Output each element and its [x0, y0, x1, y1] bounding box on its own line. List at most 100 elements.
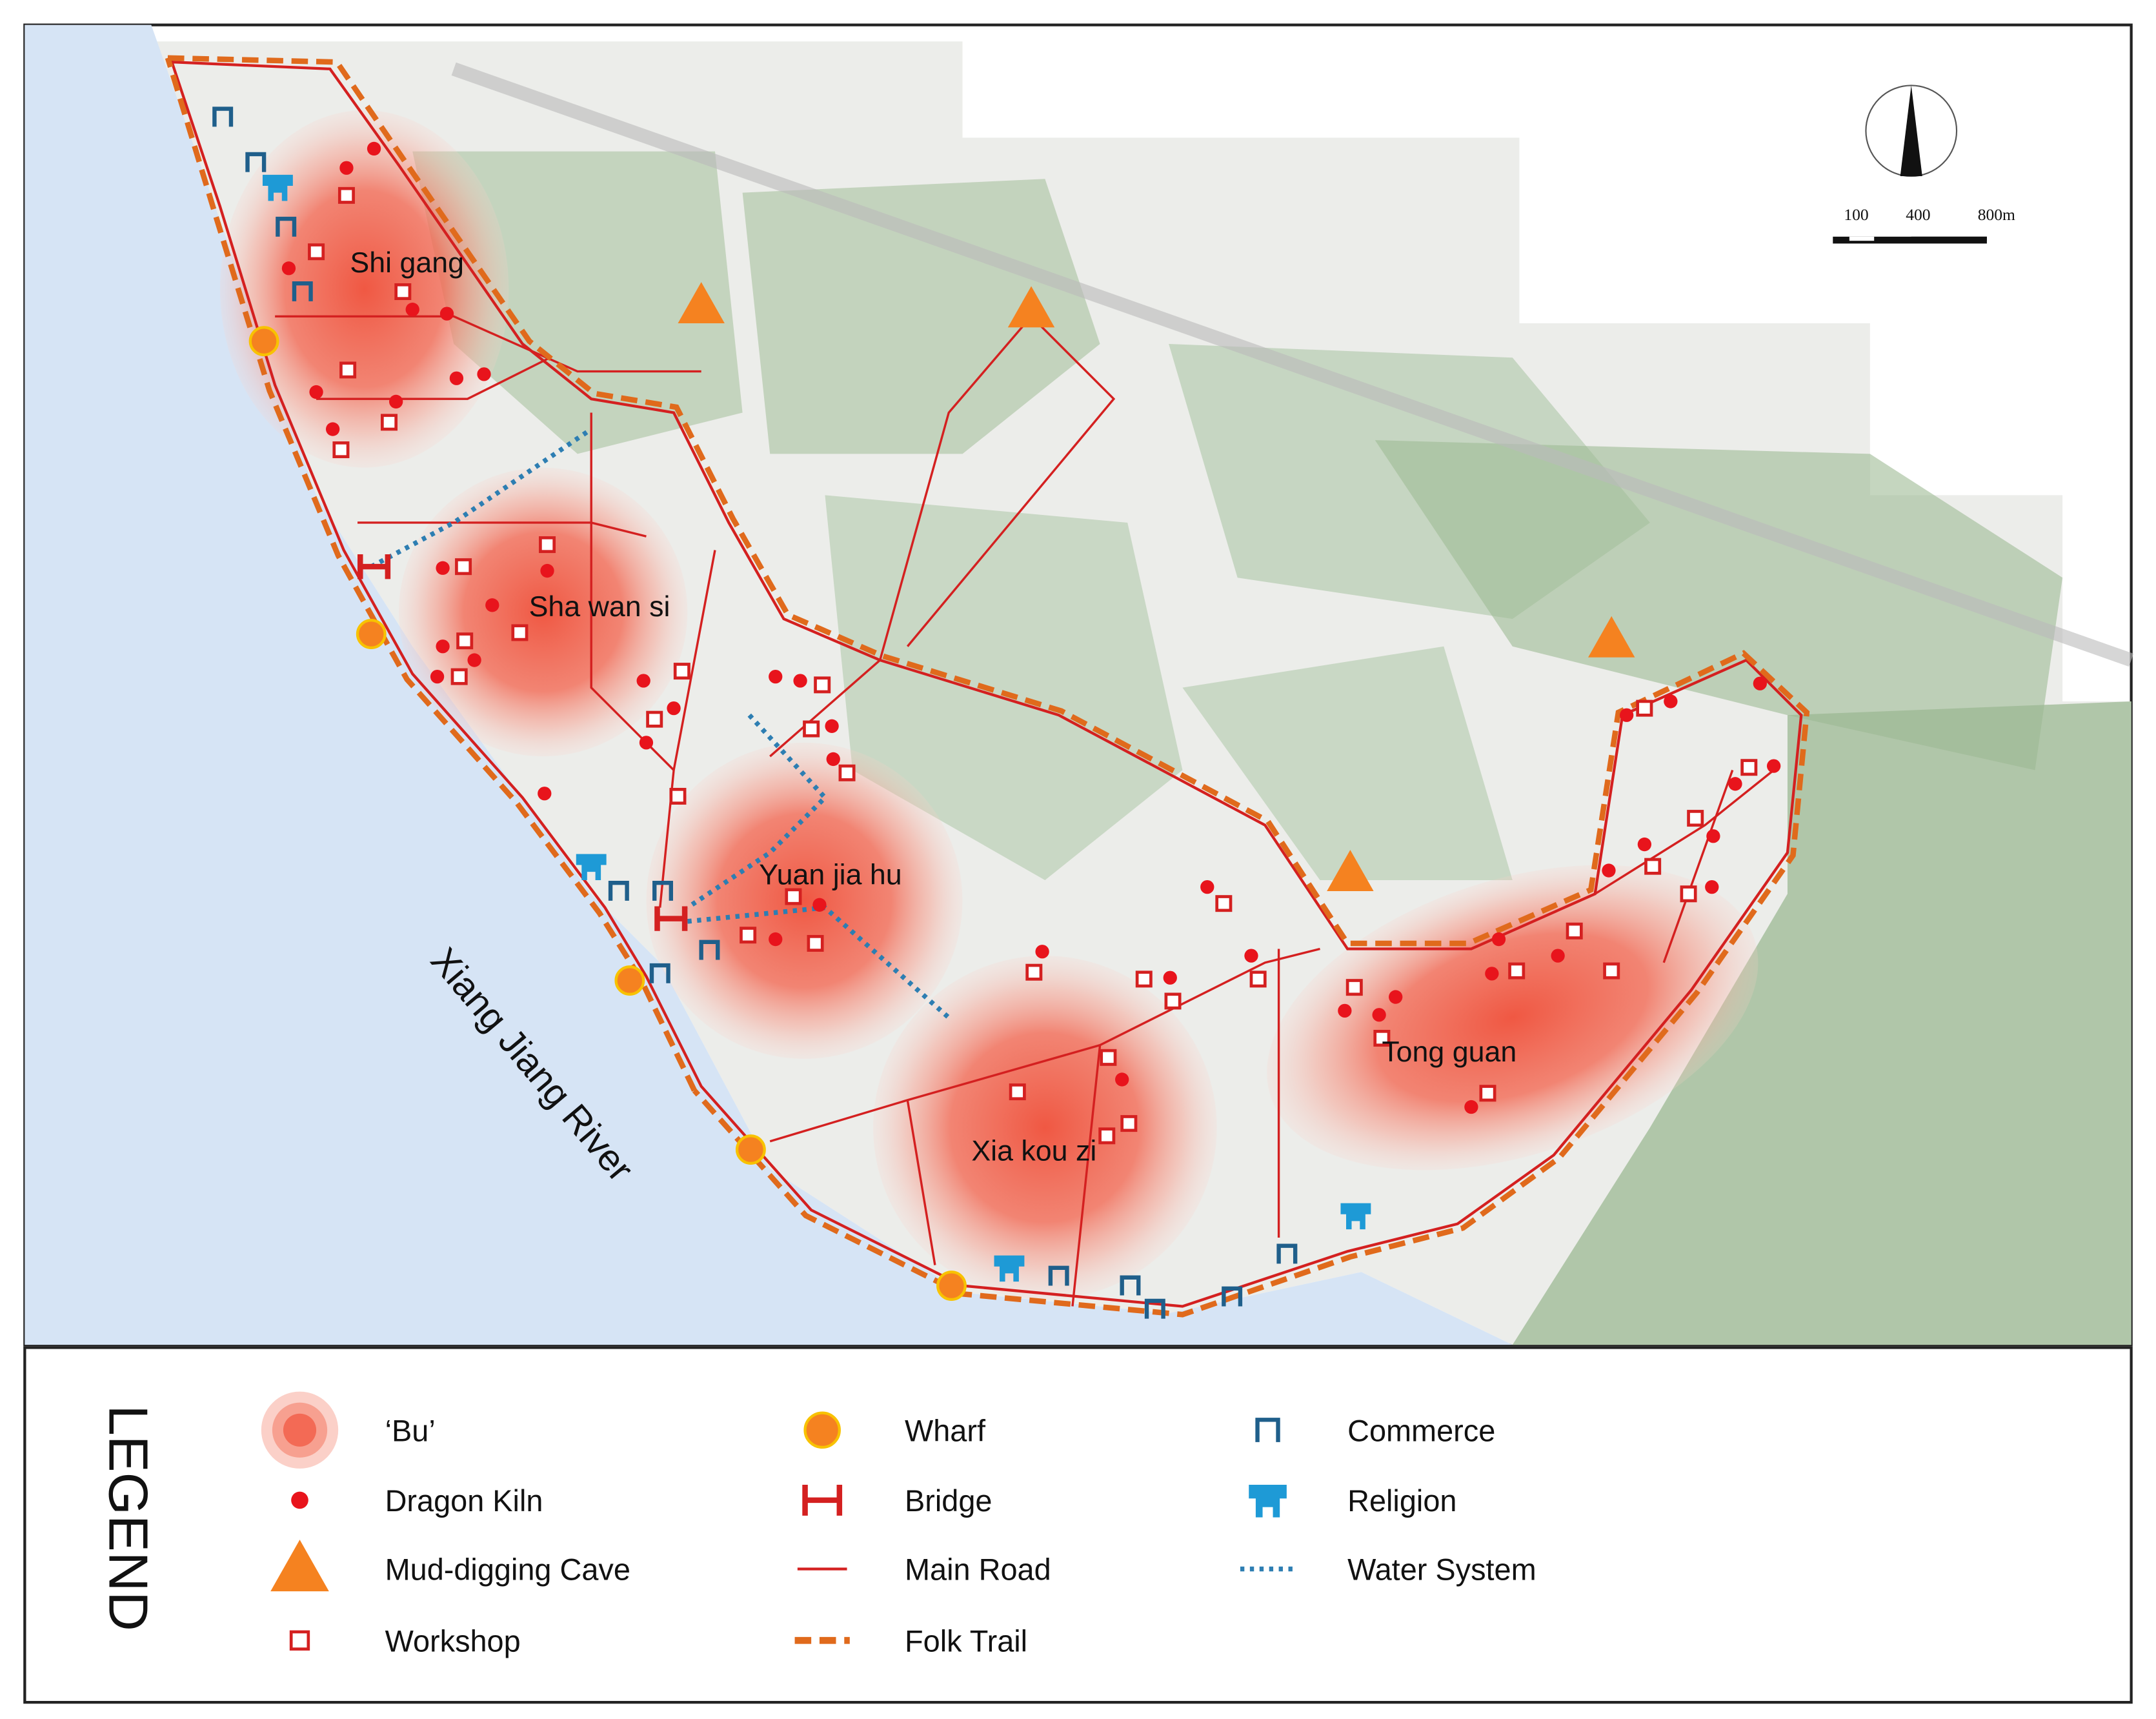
- mud-cave: [1327, 850, 1374, 892]
- commerce: [608, 881, 629, 901]
- dragon-kiln: [439, 307, 454, 321]
- dragon-kiln: [1664, 694, 1678, 709]
- mud-cave: [678, 282, 725, 324]
- dragon-kiln: [325, 422, 340, 436]
- bridge: [357, 554, 391, 579]
- bu-area: [219, 110, 509, 468]
- dragon-kiln: [1637, 837, 1652, 852]
- scale-label: 400: [1906, 205, 1930, 224]
- legend-label: Wharf: [905, 1414, 986, 1447]
- dragon-kiln: [1244, 949, 1258, 963]
- workshop: [1479, 1085, 1496, 1102]
- dragon-kiln: [467, 653, 481, 667]
- workshop: [807, 934, 824, 952]
- dragon-kiln: [1620, 708, 1634, 722]
- workshop: [1249, 970, 1267, 988]
- dragon-kiln: [436, 561, 450, 575]
- commerce: [1144, 1298, 1165, 1319]
- workshop: [1740, 759, 1758, 776]
- dragon-kiln: [388, 394, 403, 409]
- workshop: [1135, 970, 1153, 988]
- dragon-kiln: [477, 367, 491, 381]
- bu-area: [873, 956, 1217, 1300]
- commerce: [1255, 1418, 1280, 1442]
- dragon-kiln: [769, 669, 783, 684]
- workshop: [539, 536, 556, 554]
- dragon-kiln: [1767, 759, 1781, 773]
- workshop: [289, 1630, 310, 1651]
- dragon-kiln: [1602, 863, 1616, 878]
- legend-label: ‘Bu’: [385, 1414, 436, 1447]
- workshop: [1215, 895, 1233, 912]
- commerce: [652, 881, 673, 901]
- workshop: [308, 243, 325, 261]
- bridge: [802, 1484, 843, 1516]
- wharf: [248, 326, 279, 357]
- commerce: [699, 940, 720, 960]
- scale-label: 800m: [1978, 205, 2015, 224]
- dragon-kiln: [636, 674, 650, 688]
- workshop: [381, 414, 398, 431]
- workshop: [338, 186, 355, 204]
- dragon-kiln: [1705, 880, 1719, 894]
- roads: [165, 55, 1810, 1318]
- place-label: Shi gang: [350, 246, 464, 279]
- legend-label: Workshop: [385, 1624, 521, 1658]
- dragon-kiln: [540, 563, 554, 578]
- dragon-kiln: [538, 787, 552, 801]
- commerce: [1222, 1286, 1243, 1307]
- place-label: Xia kou zi: [971, 1135, 1096, 1167]
- workshop: [1636, 699, 1653, 717]
- north-arrow: 100 400 800m: [1833, 85, 2015, 244]
- commerce: [276, 216, 297, 237]
- mud-cave: [270, 1540, 329, 1592]
- legend: ‘Bu’ Dragon Kiln Mud-digging Cave Workshop W…: [261, 1391, 1536, 1658]
- legend-label: Folk Trail: [905, 1624, 1027, 1658]
- workshop: [1373, 1029, 1391, 1047]
- legend-label: Water System: [1347, 1553, 1536, 1587]
- dragon-kiln: [339, 161, 354, 175]
- workshop: [1025, 963, 1043, 981]
- bu-area: [646, 742, 963, 1059]
- workshop: [394, 283, 412, 301]
- place-label: Sha wan si: [529, 590, 670, 623]
- commerce: [245, 152, 267, 172]
- workshop: [1009, 1083, 1026, 1101]
- dragon-kiln: [826, 752, 840, 767]
- commerce: [1120, 1275, 1141, 1296]
- dragon-kiln: [485, 598, 499, 612]
- workshop: [455, 558, 472, 576]
- dragon-kiln: [1338, 1003, 1352, 1018]
- dragon-kiln: [449, 371, 464, 385]
- legend-label: Commerce: [1347, 1414, 1495, 1447]
- commerce: [1276, 1243, 1298, 1264]
- commerce: [1048, 1265, 1069, 1286]
- religion: [1249, 1484, 1287, 1518]
- dragon-kiln: [639, 736, 654, 750]
- workshop: [1680, 885, 1697, 903]
- commerce: [649, 963, 670, 983]
- workshop: [1603, 962, 1620, 980]
- bu: [283, 1413, 317, 1447]
- workshop: [450, 668, 468, 685]
- legend-label: Bridge: [905, 1484, 992, 1518]
- place-label: Yuan jia hu: [759, 858, 902, 890]
- dragon-kiln: [367, 141, 381, 156]
- dragon-kiln: [291, 1491, 308, 1509]
- legend-label: Dragon Kiln: [385, 1484, 543, 1518]
- dragon-kiln: [1753, 676, 1768, 690]
- dragon-kiln: [436, 639, 450, 654]
- religion: [994, 1255, 1025, 1282]
- dragon-kiln: [281, 261, 296, 276]
- wharf: [614, 965, 645, 996]
- dragon-kiln: [1485, 967, 1499, 981]
- legend-label: Main Road: [905, 1553, 1051, 1587]
- markers: [212, 106, 1781, 1319]
- workshop: [740, 927, 757, 944]
- dragon-kiln: [1728, 777, 1742, 791]
- commerce: [212, 106, 234, 127]
- workshop: [1164, 992, 1182, 1010]
- workshop: [669, 787, 687, 805]
- workshop: [456, 632, 474, 650]
